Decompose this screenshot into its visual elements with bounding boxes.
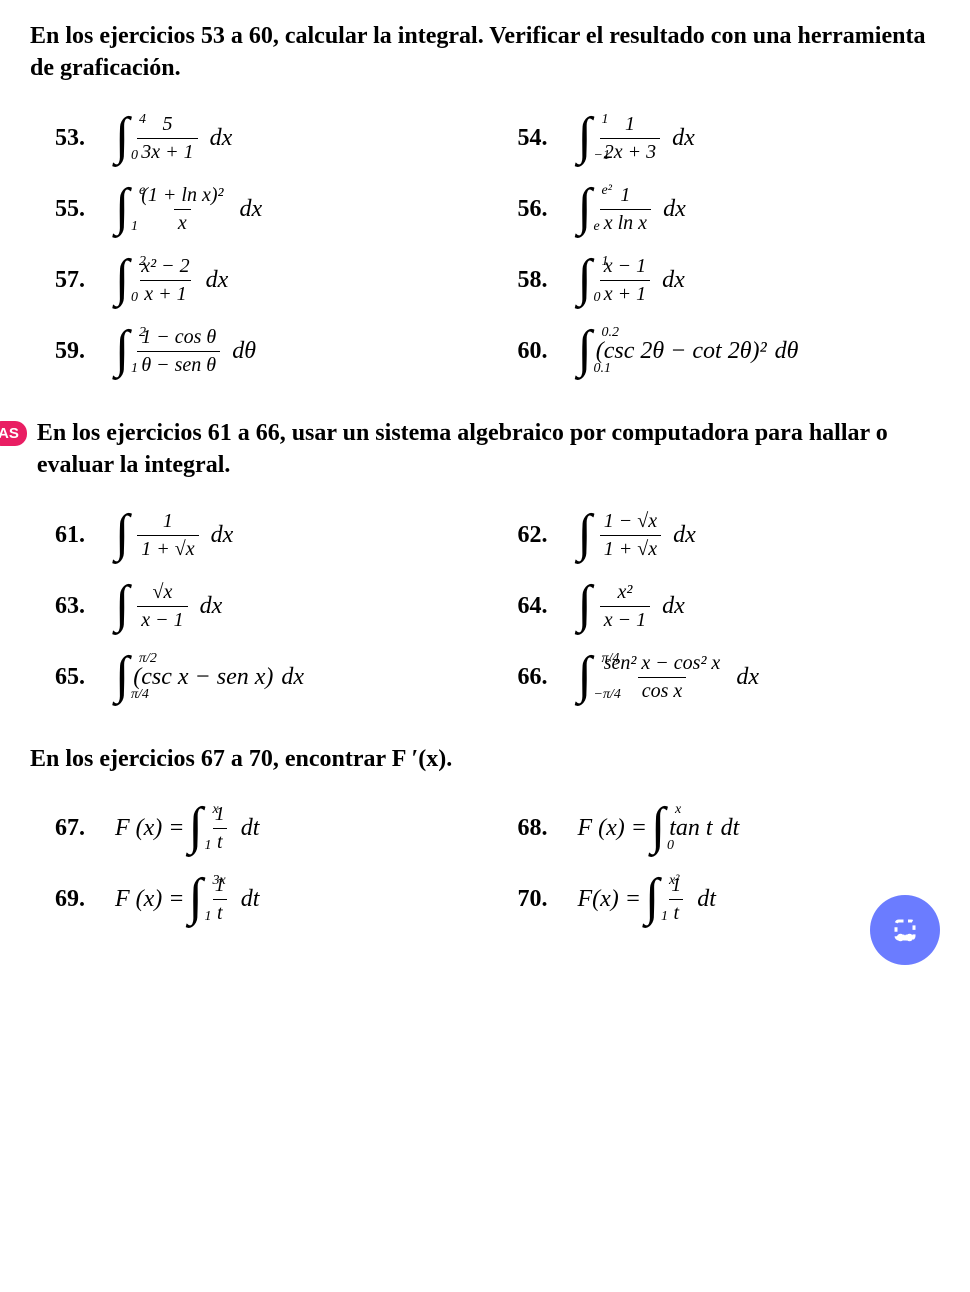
exercise-number: 69.	[55, 886, 97, 913]
exercise-number: 57.	[55, 267, 97, 294]
exercise-60: 60. ∫ 0.2 0.1 (csc 2θ − cot 2θ)² dθ	[518, 326, 941, 377]
exercise-57: 57. ∫ 2 0 x² − 2x + 1 dx	[55, 255, 478, 306]
exercise-number: 54.	[518, 125, 560, 152]
exercise-number: 61.	[55, 522, 97, 549]
exercise-69: 69. F (x) = ∫ 3x 1 1t dt	[55, 874, 478, 925]
exercise-math: ∫ 1 − √x1 + √x dx	[578, 510, 696, 561]
exercise-number: 58.	[518, 267, 560, 294]
section-2-instruction: En los ejercicios 61 a 66, usar un siste…	[37, 417, 940, 482]
exercise-number: 60.	[518, 338, 560, 365]
exercise-grid-1: 53. ∫ 4 0 53x + 1 dx 54. ∫ 1 −1 12x + 3 …	[30, 113, 940, 377]
exercise-number: 63.	[55, 593, 97, 620]
exercise-number: 59.	[55, 338, 97, 365]
exercise-number: 56.	[518, 196, 560, 223]
exercise-math: ∫ 11 + √x dx	[115, 510, 233, 561]
exercise-number: 53.	[55, 125, 97, 152]
section-1-instruction: En los ejercicios 53 a 60, calcular la i…	[30, 20, 940, 85]
exercise-number: 64.	[518, 593, 560, 620]
exercise-64: 64. ∫ x²x − 1 dx	[518, 581, 941, 632]
exercise-math: ∫ x²x − 1 dx	[578, 581, 685, 632]
crop-icon	[887, 912, 923, 948]
exercise-number: 67.	[55, 815, 97, 842]
exercise-math: ∫ π/4 −π/4 sen² x − cos² xcos x dx	[578, 652, 759, 703]
exercise-math: ∫ √xx − 1 dx	[115, 581, 222, 632]
section-2-header: AS En los ejercicios 61 a 66, usar un si…	[0, 417, 940, 482]
exercise-54: 54. ∫ 1 −1 12x + 3 dx	[518, 113, 941, 164]
exercise-66: 66. ∫ π/4 −π/4 sen² x − cos² xcos x dx	[518, 652, 941, 703]
exercise-62: 62. ∫ 1 − √x1 + √x dx	[518, 510, 941, 561]
exercise-math: F(x) = ∫ x² 1 1t dt	[578, 874, 716, 925]
exercise-math: ∫ 0.2 0.1 (csc 2θ − cot 2θ)² dθ	[578, 329, 799, 373]
exercise-63: 63. ∫ √xx − 1 dx	[55, 581, 478, 632]
exercise-number: 65.	[55, 664, 97, 691]
exercise-math: ∫ 1 0 x − 1x + 1 dx	[578, 255, 685, 306]
exercise-number: 55.	[55, 196, 97, 223]
exercise-math: F (x) = ∫ x 0 tan t dt	[578, 806, 740, 850]
cas-badge: AS	[0, 421, 27, 446]
exercise-number: 68.	[518, 815, 560, 842]
exercise-math: ∫ 2 0 x² − 2x + 1 dx	[115, 255, 228, 306]
exercise-61: 61. ∫ 11 + √x dx	[55, 510, 478, 561]
exercise-math: F (x) = ∫ x 1 1t dt	[115, 803, 259, 854]
exercise-grid-2: 61. ∫ 11 + √x dx 62. ∫ 1 − √x1 + √x dx 6…	[30, 510, 940, 703]
exercise-55: 55. ∫ e 1 (1 + ln x)²x dx	[55, 184, 478, 235]
exercise-67: 67. F (x) = ∫ x 1 1t dt	[55, 803, 478, 854]
exercise-58: 58. ∫ 1 0 x − 1x + 1 dx	[518, 255, 941, 306]
exercise-math: F (x) = ∫ 3x 1 1t dt	[115, 874, 259, 925]
exercise-68: 68. F (x) = ∫ x 0 tan t dt	[518, 803, 941, 854]
exercise-65: 65. ∫ π/2 π/4 (csc x − sen x) dx	[55, 652, 478, 703]
exercise-56: 56. ∫ e² e 1x ln x dx	[518, 184, 941, 235]
exercise-grid-3: 67. F (x) = ∫ x 1 1t dt 68. F (x) = ∫ x …	[30, 803, 940, 925]
exercise-59: 59. ∫ 2 1 1 − cos θθ − sen θ dθ	[55, 326, 478, 377]
exercise-math: ∫ π/2 π/4 (csc x − sen x) dx	[115, 655, 304, 699]
crop-fab[interactable]	[870, 895, 940, 965]
exercise-math: ∫ 2 1 1 − cos θθ − sen θ dθ	[115, 326, 256, 377]
section-3-instruction: En los ejercicios 67 a 70, encontrar F ′…	[30, 743, 940, 775]
exercise-number: 66.	[518, 664, 560, 691]
exercise-math: ∫ e 1 (1 + ln x)²x dx	[115, 184, 262, 235]
exercise-math: ∫ 1 −1 12x + 3 dx	[578, 113, 695, 164]
exercise-math: ∫ 4 0 53x + 1 dx	[115, 113, 232, 164]
exercise-53: 53. ∫ 4 0 53x + 1 dx	[55, 113, 478, 164]
exercise-number: 62.	[518, 522, 560, 549]
exercise-number: 70.	[518, 886, 560, 913]
exercise-math: ∫ e² e 1x ln x dx	[578, 184, 686, 235]
